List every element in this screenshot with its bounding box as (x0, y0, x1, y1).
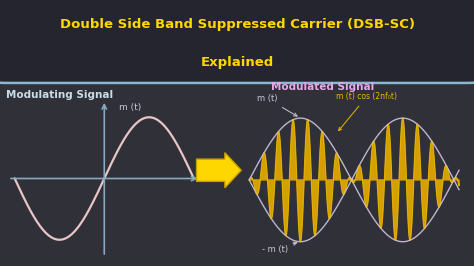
Text: Modulated Signal: Modulated Signal (271, 82, 374, 92)
Text: - m (t): - m (t) (262, 242, 297, 253)
Text: Double Side Band Suppressed Carrier (DSB-SC): Double Side Band Suppressed Carrier (DSB… (60, 18, 414, 31)
Text: m (t): m (t) (257, 94, 297, 116)
FancyArrow shape (197, 153, 241, 188)
Text: Modulating Signal: Modulating Signal (6, 90, 113, 100)
FancyBboxPatch shape (0, 0, 474, 83)
Text: Explained: Explained (201, 56, 273, 69)
Text: m (t) cos (2nf₀t): m (t) cos (2nf₀t) (336, 92, 397, 131)
Text: m (t): m (t) (119, 103, 141, 112)
